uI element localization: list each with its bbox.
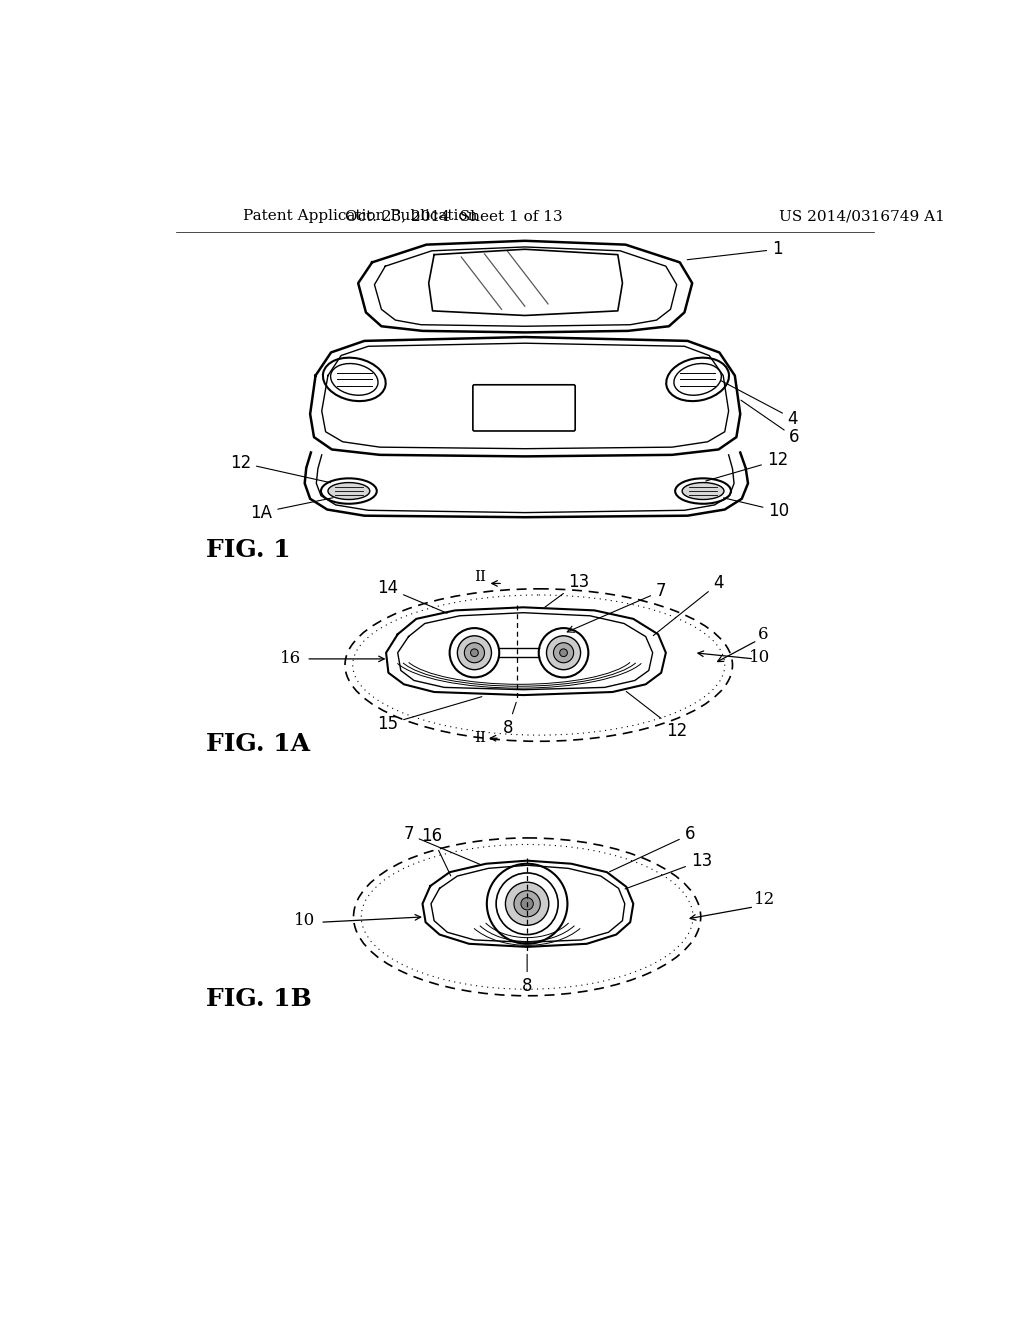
Text: 7: 7: [403, 825, 479, 865]
Ellipse shape: [328, 483, 370, 499]
Circle shape: [514, 891, 541, 917]
Circle shape: [496, 873, 558, 935]
Text: Patent Application Publication: Patent Application Publication: [243, 209, 477, 223]
Text: 13: 13: [625, 851, 712, 888]
Text: 16: 16: [421, 828, 451, 876]
Ellipse shape: [331, 363, 378, 395]
Circle shape: [458, 636, 492, 669]
Text: 16: 16: [281, 651, 301, 668]
Text: 10: 10: [749, 649, 770, 665]
Text: FIG. 1A: FIG. 1A: [206, 731, 309, 755]
FancyBboxPatch shape: [473, 385, 575, 430]
Circle shape: [521, 898, 534, 909]
Circle shape: [471, 649, 478, 656]
Text: 12: 12: [627, 692, 687, 739]
Ellipse shape: [321, 478, 377, 504]
Circle shape: [560, 649, 567, 656]
Text: 10: 10: [294, 912, 315, 929]
Circle shape: [539, 628, 589, 677]
Circle shape: [506, 882, 549, 925]
Text: 6: 6: [609, 825, 695, 871]
Ellipse shape: [682, 483, 724, 499]
Circle shape: [547, 636, 581, 669]
Text: FIG. 1B: FIG. 1B: [206, 987, 311, 1011]
Text: 10: 10: [724, 498, 790, 520]
Text: 12: 12: [706, 451, 788, 480]
Text: 4: 4: [721, 380, 798, 428]
Text: 1: 1: [687, 240, 782, 260]
Text: Oct. 23, 2014  Sheet 1 of 13: Oct. 23, 2014 Sheet 1 of 13: [345, 209, 562, 223]
Text: 6: 6: [741, 400, 800, 446]
Text: 15: 15: [377, 697, 482, 734]
Text: 8: 8: [522, 954, 532, 995]
Ellipse shape: [667, 358, 729, 401]
Text: II: II: [475, 570, 486, 585]
Circle shape: [554, 643, 573, 663]
Text: 8: 8: [503, 702, 516, 737]
Text: FIG. 1: FIG. 1: [206, 537, 290, 561]
Text: 1A: 1A: [250, 498, 333, 521]
Ellipse shape: [675, 478, 731, 504]
Circle shape: [450, 628, 500, 677]
Circle shape: [464, 643, 484, 663]
Text: 6: 6: [758, 626, 769, 643]
Text: II: II: [475, 731, 486, 746]
Circle shape: [486, 863, 567, 944]
Text: 14: 14: [377, 579, 447, 614]
Text: 13: 13: [545, 573, 590, 607]
Ellipse shape: [674, 363, 721, 395]
Ellipse shape: [323, 358, 386, 401]
Text: US 2014/0316749 A1: US 2014/0316749 A1: [779, 209, 945, 223]
Text: 7: 7: [567, 582, 667, 632]
Text: 12: 12: [229, 454, 331, 483]
Text: 12: 12: [755, 891, 775, 908]
Text: 4: 4: [653, 574, 724, 636]
